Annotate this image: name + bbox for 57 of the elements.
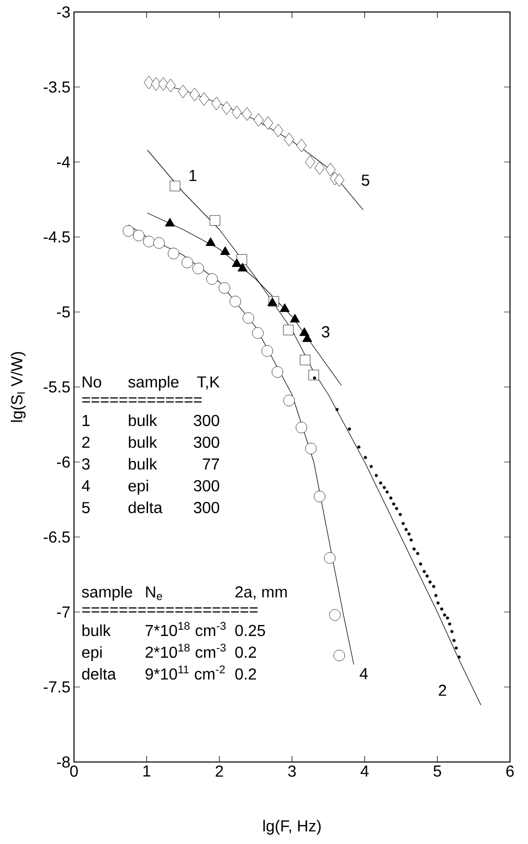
annotation: ============= bbox=[82, 397, 202, 403]
y-tick-label: -6 bbox=[57, 456, 70, 468]
x-tick-label: 4 bbox=[360, 766, 369, 776]
annotation: =================== bbox=[82, 607, 258, 613]
series-label: 5 bbox=[362, 174, 370, 186]
annotation: N$_{e}$ bbox=[146, 586, 162, 600]
annotation: bulk bbox=[128, 458, 158, 470]
y-tick-label: -7 bbox=[57, 606, 70, 618]
y-tick-label: -5 bbox=[57, 306, 70, 318]
annotation: 7*10$^{18}$ cm$^{-3}$ bbox=[146, 622, 226, 636]
annotation: 0.2 bbox=[235, 668, 256, 680]
y-axis-title: lg(S$_{I}$ V/W) bbox=[10, 352, 26, 422]
annotation: 0.25 bbox=[235, 624, 265, 636]
annotation: delta bbox=[128, 502, 162, 514]
y-tick-label: -8 bbox=[57, 756, 70, 768]
annotation: No bbox=[82, 376, 102, 388]
annotation: 2 bbox=[82, 436, 90, 448]
annotation: epi bbox=[82, 646, 102, 662]
x-tick-label: 5 bbox=[434, 766, 442, 777]
annotation: 5 bbox=[82, 502, 90, 514]
annotation: 2a, mm bbox=[235, 586, 287, 600]
annotation: T,K bbox=[197, 376, 220, 390]
x-tick-label: 6 bbox=[506, 766, 514, 777]
x-axis-title: lg(F, Hz) bbox=[263, 820, 321, 835]
y-tick-label: -7.5 bbox=[44, 681, 70, 693]
annotation: 3 bbox=[82, 458, 90, 470]
x-tick-label: 3 bbox=[288, 766, 296, 777]
y-tick-label: -3 bbox=[57, 6, 70, 18]
annotation: 300 bbox=[194, 414, 220, 426]
annotation: sample bbox=[128, 376, 179, 391]
y-tick-label: -4 bbox=[57, 156, 70, 168]
y-tick-label: -5.5 bbox=[44, 381, 70, 393]
x-tick-label: 0 bbox=[70, 766, 78, 777]
annotation: delta bbox=[82, 668, 116, 680]
annotation: 9*10$^{11}$ cm$^{-2}$ bbox=[146, 665, 225, 680]
annotation: 300 bbox=[194, 436, 220, 448]
annotation: sample bbox=[82, 586, 132, 601]
x-tick-label: 1 bbox=[143, 766, 150, 776]
y-tick-label: -6.5 bbox=[44, 531, 70, 543]
annotation: bulk bbox=[82, 624, 111, 636]
annotation: bulk bbox=[128, 436, 158, 448]
annotation: 300 bbox=[194, 502, 220, 514]
annotation: 1 bbox=[82, 415, 90, 426]
annotation: 300 bbox=[194, 480, 220, 492]
series-label: 1 bbox=[190, 170, 196, 182]
y-tick-label: -3.5 bbox=[44, 81, 70, 93]
annotation: epi bbox=[128, 480, 148, 495]
series-label: 4 bbox=[360, 668, 368, 680]
annotation: 4 bbox=[82, 480, 90, 492]
annotation: bulk bbox=[128, 414, 158, 426]
annotation: 77 bbox=[202, 458, 220, 470]
series-label: 2 bbox=[438, 684, 446, 696]
series-label: 3 bbox=[322, 326, 330, 338]
annotation: 2*10$^{18}$ cm$^{-3}$ bbox=[146, 644, 226, 658]
annotation: 0.2 bbox=[235, 646, 256, 658]
y-tick-label: -4.5 bbox=[44, 231, 70, 243]
x-tick-label: 2 bbox=[216, 766, 223, 777]
